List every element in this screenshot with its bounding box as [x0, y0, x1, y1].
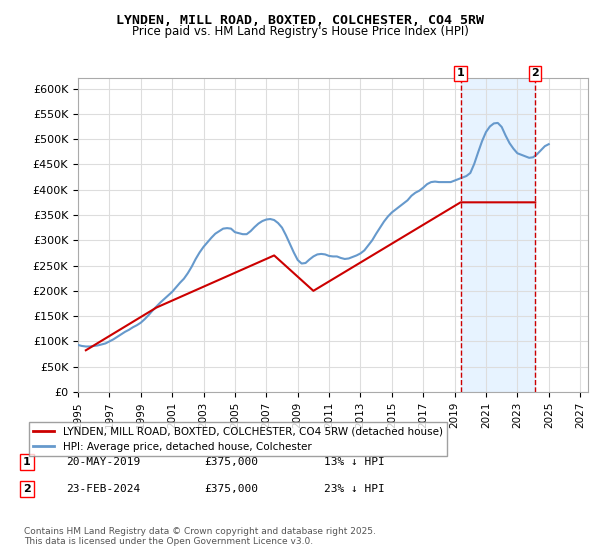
Text: LYNDEN, MILL ROAD, BOXTED, COLCHESTER, CO4 5RW: LYNDEN, MILL ROAD, BOXTED, COLCHESTER, C… [116, 14, 484, 27]
Text: 2: 2 [23, 484, 31, 494]
Bar [461, 78, 535, 392]
Text: £375,000: £375,000 [204, 457, 258, 467]
Text: 23-FEB-2024: 23-FEB-2024 [66, 484, 140, 494]
Text: £375,000: £375,000 [204, 484, 258, 494]
Text: Contains HM Land Registry data © Crown copyright and database right 2025.
This d: Contains HM Land Registry data © Crown c… [24, 526, 376, 546]
Text: 1: 1 [457, 68, 464, 78]
Text: 2: 2 [532, 68, 539, 78]
Text: 13% ↓ HPI: 13% ↓ HPI [324, 457, 385, 467]
Text: 20-MAY-2019: 20-MAY-2019 [66, 457, 140, 467]
Text: 1: 1 [23, 457, 31, 467]
Text: 23% ↓ HPI: 23% ↓ HPI [324, 484, 385, 494]
Text: Price paid vs. HM Land Registry's House Price Index (HPI): Price paid vs. HM Land Registry's House … [131, 25, 469, 38]
Legend: LYNDEN, MILL ROAD, BOXTED, COLCHESTER, CO4 5RW (detached house), HPI: Average pr: LYNDEN, MILL ROAD, BOXTED, COLCHESTER, C… [29, 422, 447, 456]
